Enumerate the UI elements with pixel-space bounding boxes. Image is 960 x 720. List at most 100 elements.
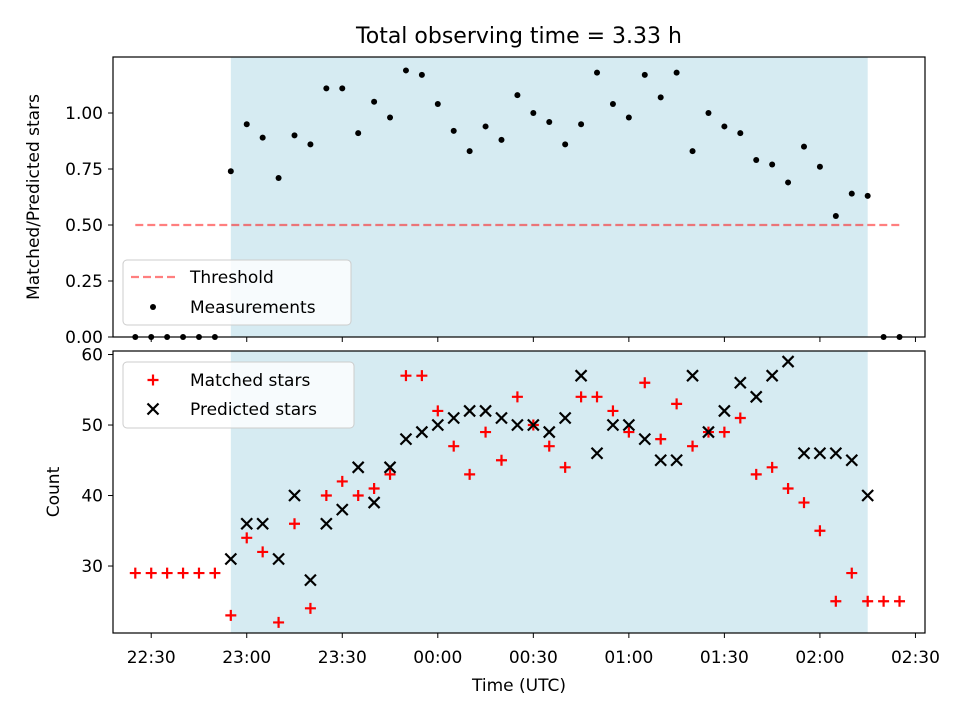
x-axis-label: Time (UTC): [471, 676, 566, 696]
measurement-point: [371, 98, 378, 105]
predicted-star-point: [335, 503, 349, 516]
matched-star-point: [687, 440, 699, 452]
bottom-x-tick-label: 22:30: [127, 648, 176, 668]
matched-star-point: [320, 490, 332, 502]
predicted-star-point: [781, 355, 795, 368]
measurement-point: [864, 192, 871, 199]
matched-star-point: [607, 405, 619, 417]
predicted-star-point: [415, 425, 429, 439]
predicted-star-point: [813, 446, 827, 460]
predicted-star-point: [240, 517, 254, 531]
matched-star-point: [559, 461, 571, 473]
bottom-y-tick-label: 30: [81, 557, 103, 577]
measurement-point: [721, 123, 728, 130]
matched-star-point: [671, 398, 683, 410]
top-panel: 0.00 0.25 0.50 0.75 1.00 Matched/Predicted st…: [24, 56, 926, 348]
bottom-y-tick-label: 60: [81, 346, 103, 366]
predicted-star-point: [399, 432, 413, 446]
top-y-tick-label: 0.50: [65, 216, 103, 236]
legend-measurements-swatch: [150, 304, 156, 310]
matched-star-point: [129, 567, 141, 579]
chart-title: Total observing time = 3.33 h: [355, 24, 682, 49]
measurement-point: [355, 130, 362, 137]
measurement-point: [323, 85, 330, 92]
predicted-star-point: [829, 446, 843, 460]
measurement-point: [434, 101, 441, 108]
legend-predicted-swatch: [146, 402, 160, 416]
measurement-point: [848, 190, 855, 197]
top-legend-box: [122, 259, 352, 326]
measurement-point: [259, 134, 266, 141]
measurement-point: [769, 161, 776, 168]
matched-star-point: [511, 391, 523, 403]
predicted-star-point: [431, 418, 445, 432]
matched-star-point: [846, 567, 858, 579]
matched-star-point: [591, 391, 603, 403]
predicted-star-point: [845, 453, 859, 467]
top-y-axis-label: Matched/Predicted stars: [24, 94, 44, 300]
predicted-star-point: [511, 418, 524, 432]
predicted-star-point: [574, 369, 588, 382]
matched-star-point: [193, 567, 205, 579]
matched-star-point: [878, 595, 890, 607]
matched-star-point: [416, 370, 428, 382]
predicted-star-point: [320, 517, 333, 531]
bottom-x-tick-label: 01:00: [604, 648, 653, 668]
matched-star-point: [734, 412, 746, 424]
matched-star-point: [830, 595, 842, 607]
matched-star-point: [862, 595, 874, 607]
matched-star-point: [639, 377, 651, 389]
measurement-point: [641, 71, 648, 78]
predicted-star-point: [304, 573, 317, 587]
bottom-x-tick-label: 02:00: [795, 648, 844, 668]
predicted-star-point: [734, 376, 747, 390]
matched-star-point: [750, 468, 762, 480]
matched-star-point: [400, 370, 412, 382]
measurement-point: [562, 141, 569, 148]
measurement-point: [594, 69, 601, 76]
matched-star-point: [289, 518, 301, 530]
predicted-star-point: [861, 489, 874, 502]
measurement-point: [578, 121, 585, 128]
matched-star-point: [352, 490, 364, 502]
matched-star-point: [257, 546, 269, 558]
measurement-point: [705, 110, 712, 116]
measurement-point: [498, 136, 505, 143]
measurement-point: [402, 67, 409, 74]
predicted-star-point: [765, 369, 779, 382]
predicted-star-point: [749, 390, 763, 404]
predicted-star-point: [622, 418, 636, 432]
measurement-point: [291, 132, 298, 139]
measurement-point: [546, 118, 553, 125]
bottom-y-axis-label: Count: [44, 466, 64, 517]
predicted-star-point: [463, 404, 476, 418]
matched-star-point: [448, 440, 460, 452]
bottom-x-tick-label: 00:00: [413, 648, 462, 668]
top-y-tick-label: 0.75: [65, 160, 103, 180]
bottom-y-tick-label: 40: [81, 487, 103, 507]
measurement-point: [832, 213, 839, 220]
matched-star-point: [225, 609, 237, 621]
matched-star-point: [177, 567, 189, 579]
predicted-star-point: [686, 369, 699, 382]
measurement-point: [514, 92, 521, 99]
measurement-point: [737, 130, 744, 137]
matched-star-point: [161, 567, 173, 579]
predicted-star-point: [797, 446, 811, 460]
predicted-star-point: [495, 411, 508, 425]
legend-threshold-label: Threshold: [189, 268, 274, 288]
bottom-x-tick-label: 23:30: [318, 648, 367, 668]
matched-star-point: [766, 461, 778, 473]
matched-star-point: [782, 482, 794, 494]
measurement-point: [689, 148, 696, 155]
bottom-legend: Matched stars Predicted stars: [122, 361, 355, 429]
matched-star-point: [368, 482, 380, 494]
matched-star-point: [384, 468, 396, 480]
bottom-axes-frame: [112, 350, 926, 634]
predicted-star-point: [367, 496, 381, 509]
matched-star-point: [336, 475, 348, 487]
measurement-point: [339, 85, 346, 92]
measurement-point: [482, 123, 489, 130]
legend-measurements-label: Measurements: [190, 298, 316, 318]
